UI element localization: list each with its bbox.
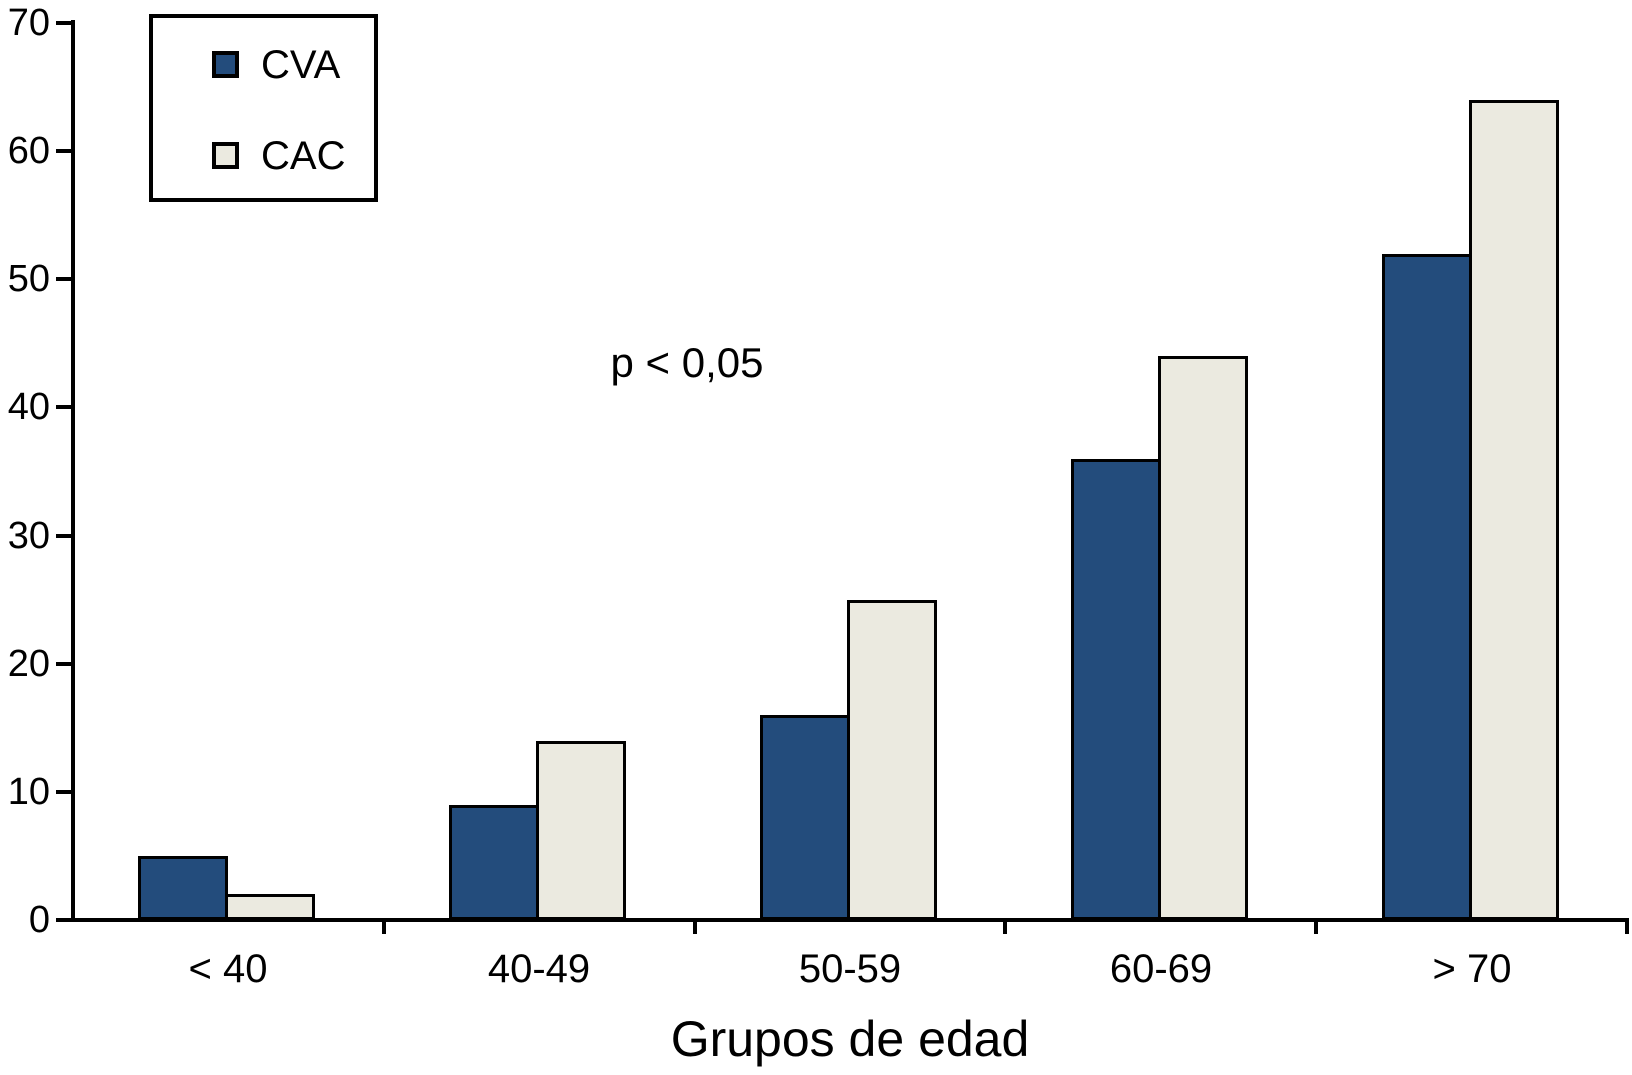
y-tick-mark	[56, 661, 73, 666]
bar-cva-3	[760, 715, 850, 920]
legend: CVA CAC	[149, 14, 378, 202]
legend-swatch-cva	[212, 51, 239, 78]
y-tick-label: 40	[7, 386, 50, 429]
y-tick-label: 0	[28, 899, 50, 941]
bar-cva-5	[1382, 254, 1472, 920]
bar-cac-4	[1158, 356, 1248, 920]
bar-cva-2	[449, 805, 539, 920]
legend-label-cac: CAC	[261, 134, 346, 178]
x-axis-title: Grupos de edad	[670, 1011, 1030, 1067]
x-category-label: < 40	[188, 947, 268, 991]
legend-item-cva: CVA	[153, 38, 374, 92]
x-category-label: 60-69	[1109, 947, 1213, 991]
y-tick-label: 60	[7, 130, 50, 173]
bar-cva-1	[138, 856, 228, 920]
y-tick-mark	[56, 533, 73, 538]
y-tick-label: 30	[7, 514, 50, 557]
x-tick-mark	[1314, 918, 1319, 934]
legend-item-cac: CAC	[153, 129, 374, 183]
bar-cac-5	[1469, 100, 1559, 920]
p-value-annotation: p < 0,05	[610, 339, 764, 386]
x-tick-mark	[1625, 918, 1629, 934]
x-category-label: > 70	[1432, 947, 1512, 991]
y-tick-mark	[56, 405, 73, 410]
bar-cac-1	[225, 894, 315, 920]
x-tick-mark	[381, 918, 386, 934]
y-tick-label: 10	[7, 770, 50, 813]
y-tick-mark	[56, 149, 73, 154]
y-tick-label: 50	[7, 258, 50, 301]
x-axis-line	[71, 918, 1629, 922]
x-tick-mark	[1003, 918, 1008, 934]
y-tick-mark	[56, 918, 73, 922]
y-axis-line	[71, 20, 75, 922]
x-category-label: 50-59	[798, 947, 902, 991]
bar-cva-4	[1071, 459, 1161, 920]
bar-cac-3	[847, 600, 937, 920]
bar-cac-2	[536, 741, 626, 920]
y-tick-mark	[56, 21, 73, 25]
y-tick-mark	[56, 789, 73, 794]
y-tick-mark	[56, 277, 73, 282]
y-tick-label: 70	[7, 2, 50, 44]
x-category-label: 40-49	[487, 947, 591, 991]
y-tick-label: 20	[7, 642, 50, 685]
legend-label-cva: CVA	[261, 43, 341, 87]
legend-swatch-cac	[212, 142, 239, 169]
x-tick-mark	[692, 918, 697, 934]
